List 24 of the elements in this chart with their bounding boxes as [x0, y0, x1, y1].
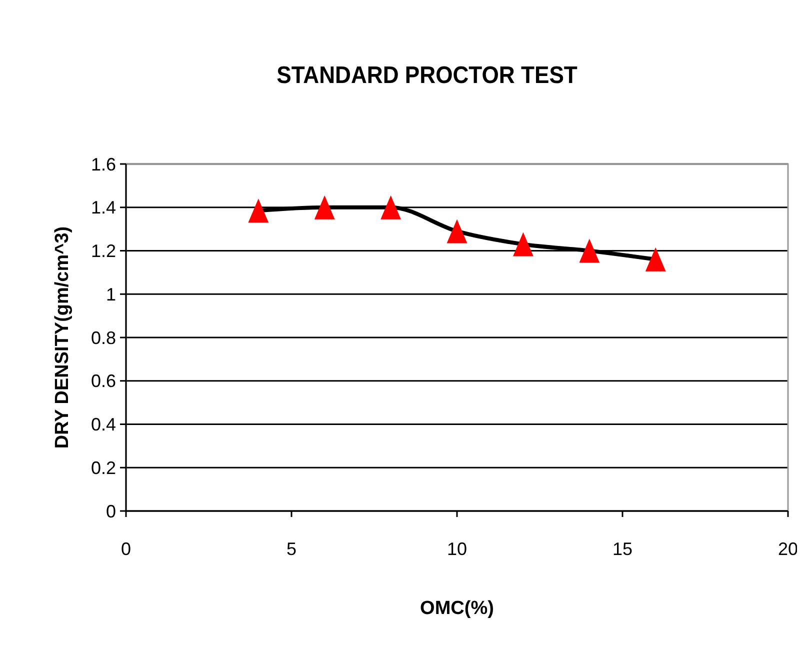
x-tick-label: 20 [778, 539, 798, 559]
y-tick-label: 1 [106, 284, 116, 304]
y-tick-label: 0.2 [90, 458, 116, 478]
x-tick-label: 5 [286, 539, 297, 559]
y-tick-label: 0.8 [90, 328, 116, 348]
y-axis-title: DRY DENSITY(gm/cm^3) [52, 226, 73, 449]
point [446, 219, 468, 244]
y-tick-label: 1.2 [90, 241, 116, 262]
point [579, 238, 600, 263]
point [645, 247, 666, 272]
y-tick-label: 0.6 [90, 371, 116, 392]
y-tick-label: 0 [106, 501, 116, 522]
y-tick-label: 1.6 [90, 154, 116, 174]
x-tick-label: 15 [612, 539, 633, 559]
point [314, 195, 335, 220]
y-tick-label: 0.4 [90, 414, 116, 435]
point [380, 195, 401, 220]
y-tick-label: 1.4 [90, 198, 116, 218]
x-tick-label: 0 [120, 539, 132, 559]
point [248, 198, 269, 223]
point [513, 232, 534, 256]
x-axis-title: OMC(%) [420, 598, 494, 619]
chart-title: STANDARD PROCTOR TEST [276, 61, 578, 88]
x-tick-label: 10 [446, 539, 468, 559]
